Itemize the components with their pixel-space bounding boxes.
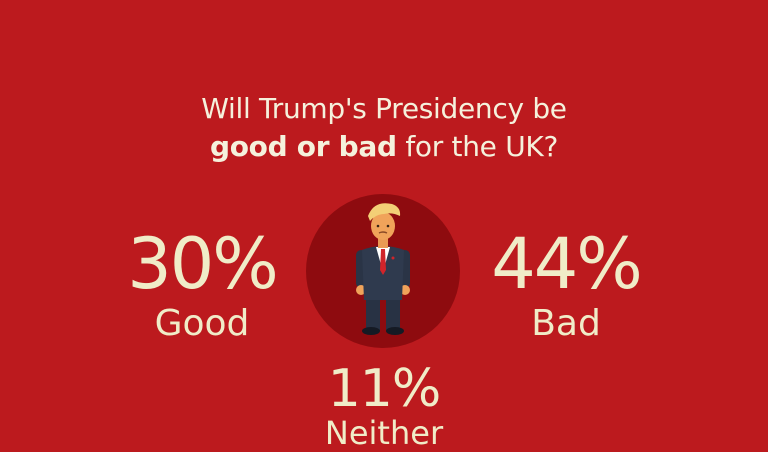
trump-cartoon-icon (306, 194, 460, 348)
left-shoe (362, 327, 380, 335)
result-good: 30% Good (112, 228, 292, 344)
left-leg (366, 297, 380, 331)
tie (380, 249, 386, 275)
lapel-pin (391, 256, 395, 260)
result-neither: 11% Neither (294, 362, 474, 450)
neck (378, 238, 388, 248)
hair (368, 203, 401, 221)
bad-percent: 44% (491, 223, 643, 305)
bad-label: Bad (531, 303, 601, 344)
question-emphasis: good or bad (209, 130, 397, 163)
right-leg (386, 297, 400, 331)
mouth (378, 231, 388, 234)
neither-label: Neither (324, 414, 444, 452)
neither-percent: 11% (327, 359, 442, 419)
head (371, 212, 395, 240)
question-line-2-rest: for the UK? (396, 130, 559, 163)
question-line-2: good or bad for the UK? (0, 128, 768, 166)
question-line-1: Will Trump's Presidency be (201, 92, 567, 125)
right-eye (386, 224, 390, 228)
good-percent: 30% (127, 223, 279, 305)
good-label: Good (154, 303, 250, 344)
left-eye (376, 224, 380, 228)
result-bad: 44% Bad (476, 228, 656, 344)
right-shoe (386, 327, 404, 335)
survey-question: Will Trump's Presidency be good or bad f… (0, 90, 768, 166)
